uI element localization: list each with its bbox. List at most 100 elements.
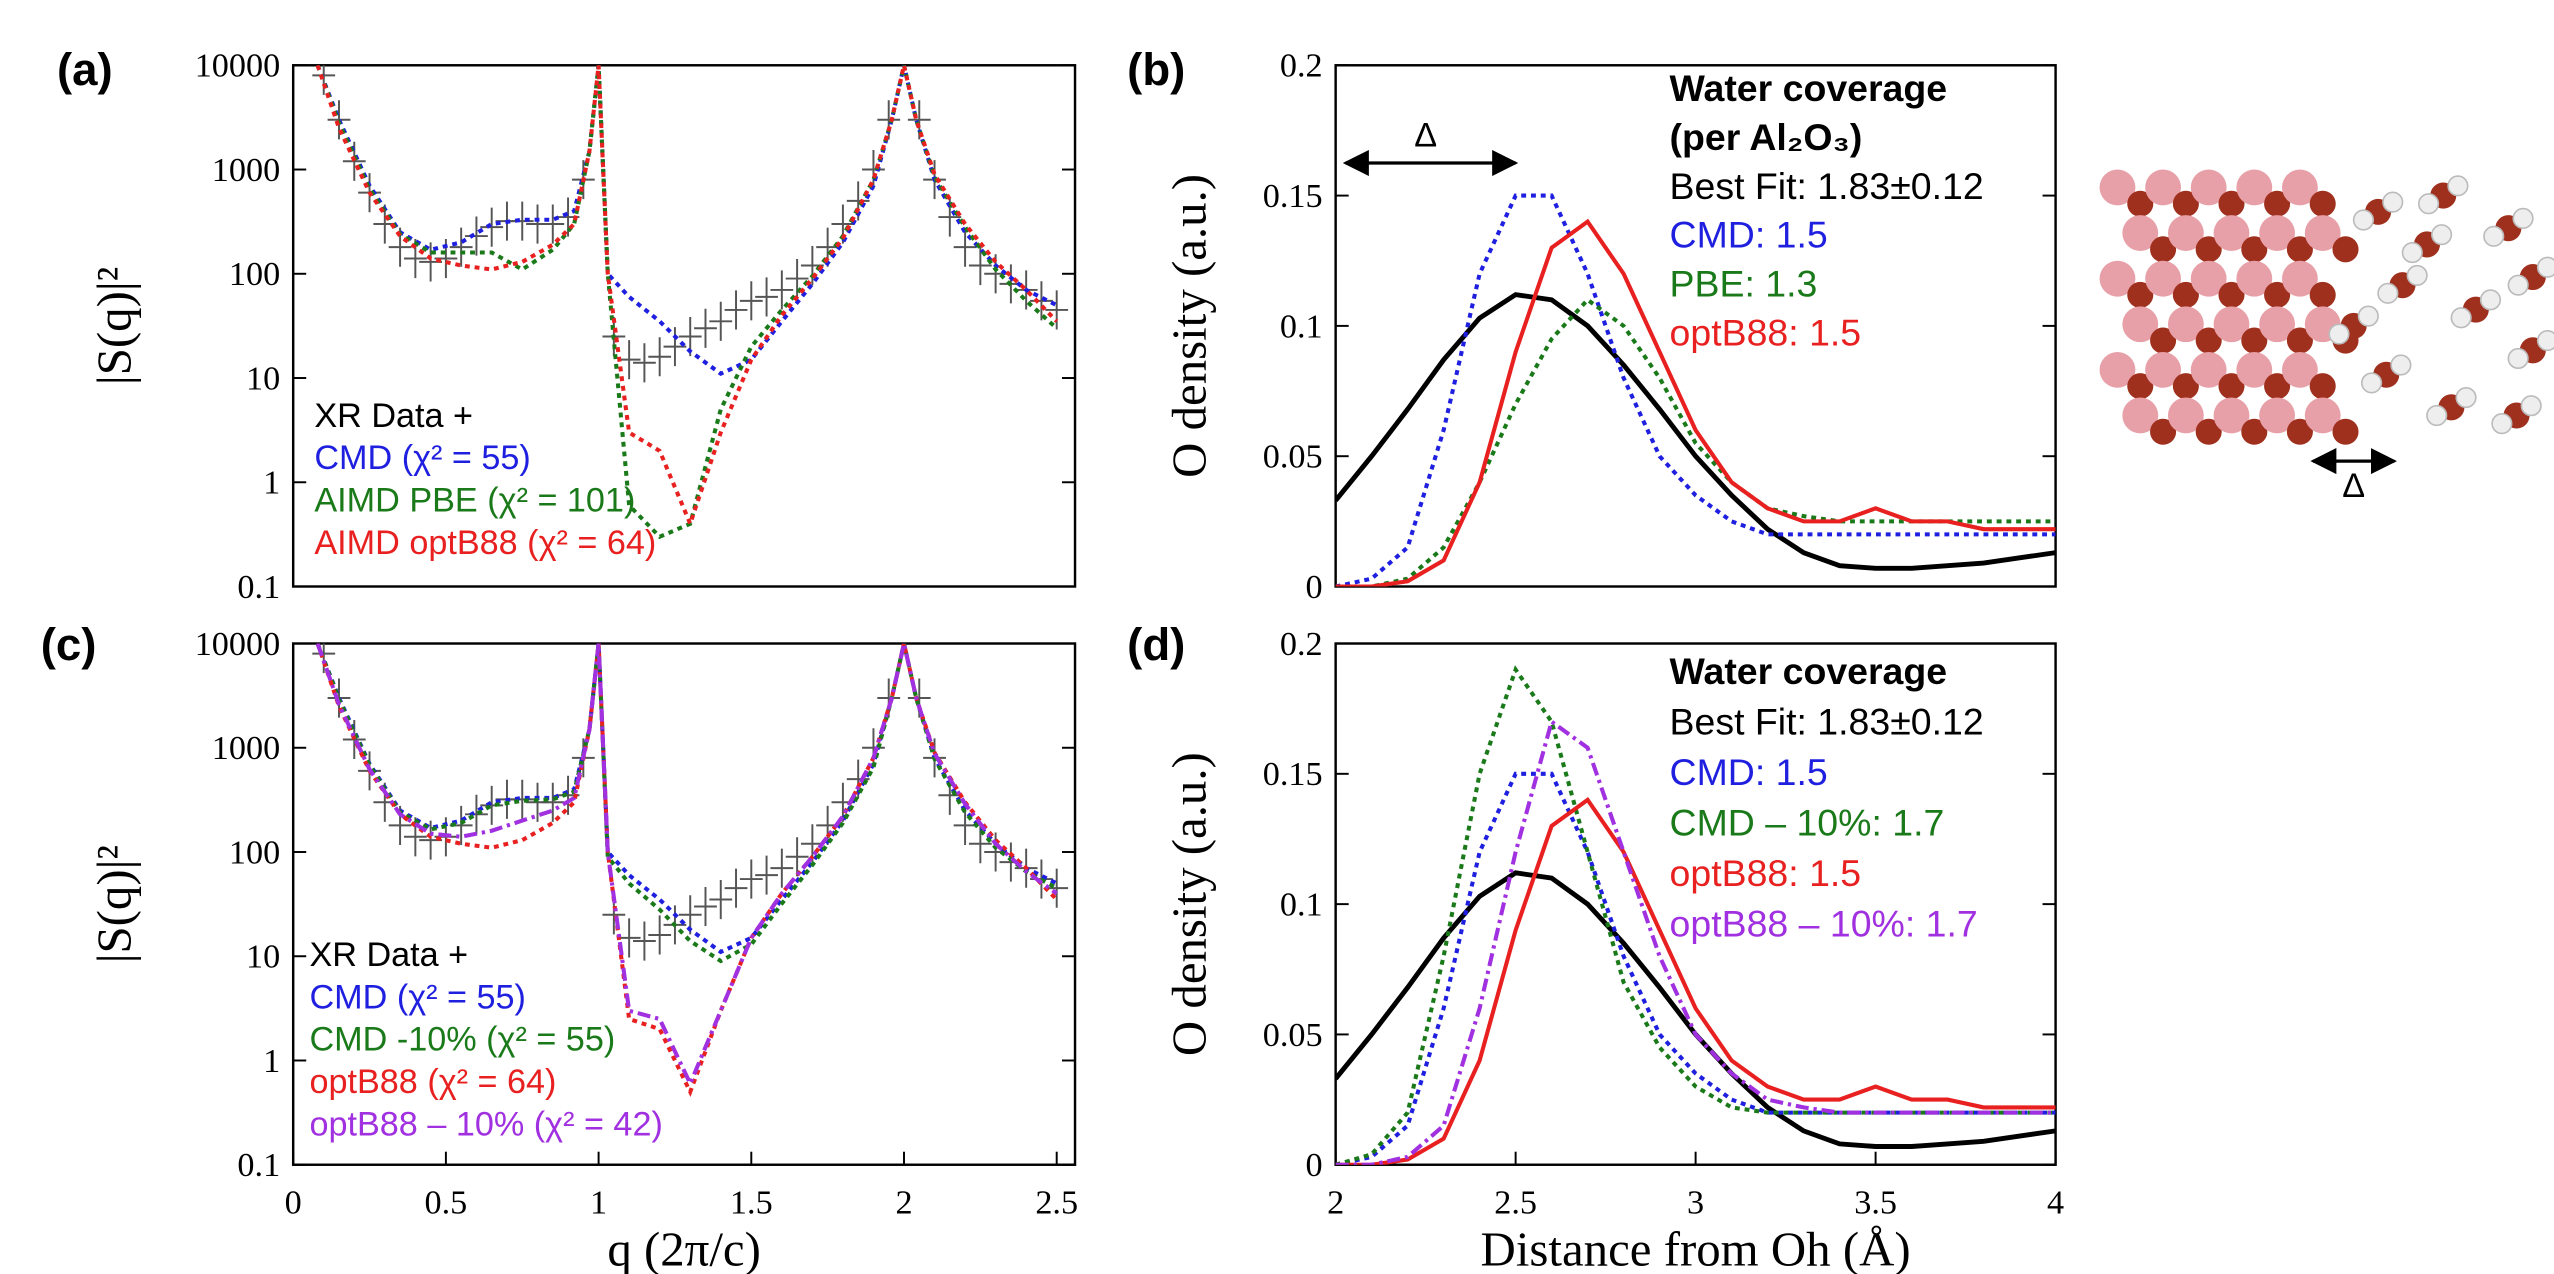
y-tick-label: 0 xyxy=(1306,569,1323,606)
h-atom xyxy=(2512,207,2534,229)
data-point xyxy=(541,782,565,822)
h-atom xyxy=(2357,305,2379,327)
legend-entry: optB88 (χ² = 64) xyxy=(309,1063,556,1101)
y-tick-label: 10000 xyxy=(195,626,280,663)
y-tick-label: 0.1 xyxy=(1280,887,1323,924)
x-tick-label: 1 xyxy=(590,1185,607,1222)
h-atom xyxy=(2536,329,2554,352)
legend-entry: CMD: 1.5 xyxy=(1670,214,1828,256)
legend-entry: AIMD optB88 (χ² = 64) xyxy=(314,524,656,562)
o-atom xyxy=(2218,190,2245,217)
legend-entry: optB88 – 10%: 1.7 xyxy=(1670,903,1978,945)
al-atom xyxy=(2281,351,2318,388)
h-atom xyxy=(2401,242,2423,264)
panel: (a) |S(q)|² 0.1 1 10 100 1000 10000 XR Data + CMD… xyxy=(57,44,1077,606)
y-tick-label: 1 xyxy=(263,465,280,502)
plot-frame xyxy=(291,642,1077,1166)
x-tick-label: 2.5 xyxy=(1035,1185,1078,1222)
legend-entry: CMD – 10%: 1.7 xyxy=(1670,802,1945,844)
al-atom xyxy=(2259,397,2296,434)
h-atom xyxy=(2536,256,2554,278)
y-tick-label: 100 xyxy=(229,256,280,293)
al-atom xyxy=(2145,169,2181,206)
data-point xyxy=(968,824,992,864)
data-point xyxy=(694,308,717,348)
y-tick-label: 0.1 xyxy=(1280,308,1323,345)
h-atom xyxy=(2507,274,2529,296)
y-tick-label: 1000 xyxy=(212,152,280,189)
al-atom xyxy=(2145,351,2181,388)
legend-entry: optB88: 1.5 xyxy=(1670,852,1862,894)
al-atom xyxy=(2122,306,2159,343)
o-atom xyxy=(2264,281,2291,308)
series-line xyxy=(1335,193,2056,587)
series-line xyxy=(315,643,1058,955)
o-atom xyxy=(2309,373,2336,400)
x-tick-label: 3.5 xyxy=(1854,1185,1897,1222)
h-atom xyxy=(2390,354,2412,376)
y-tick-label: 10 xyxy=(246,360,280,397)
h-atom xyxy=(2520,395,2542,417)
data-point xyxy=(755,277,778,317)
y-axis-label: |S(q)|² xyxy=(86,267,141,385)
h-atom xyxy=(2450,307,2472,329)
h-atom xyxy=(2431,224,2453,246)
legend-entry: optB88 – 10% (χ² = 42) xyxy=(309,1105,662,1143)
al-atom xyxy=(2167,397,2204,434)
x-axis-label: Distance from Oh (Å) xyxy=(1481,1222,1911,1274)
legend-entry: CMD (χ² = 55) xyxy=(309,978,525,1016)
y-tick-label: 0.1 xyxy=(237,1147,280,1184)
series-line xyxy=(1335,292,2056,571)
legend-title: Water coverage xyxy=(1670,650,1948,692)
legend-entry: Best Fit: 1.83±0.12 xyxy=(1670,165,1984,207)
al-atom xyxy=(2190,169,2227,206)
series-line xyxy=(315,65,1058,377)
image-annotation: Δ xyxy=(2342,467,2365,505)
al-atom xyxy=(2190,260,2227,297)
data-point xyxy=(633,921,656,961)
data-point xyxy=(968,245,992,286)
data-point xyxy=(465,794,488,834)
h-atom xyxy=(2360,372,2383,394)
al-atom xyxy=(2304,215,2341,251)
o-atom xyxy=(2286,418,2313,445)
o-atom xyxy=(2172,190,2199,217)
x-tick-label: 1.5 xyxy=(730,1185,773,1222)
y-tick-label: 0 xyxy=(1306,1147,1323,1184)
al-atom xyxy=(2213,306,2250,343)
o-atom xyxy=(2286,236,2313,263)
h-atom xyxy=(2377,282,2399,304)
data-point xyxy=(449,227,473,267)
x-tick-label: 2.5 xyxy=(1494,1185,1537,1222)
y-tick-label: 1 xyxy=(263,1043,280,1080)
x-tick-label: 2 xyxy=(1327,1185,1344,1222)
data-point xyxy=(1030,281,1053,321)
data-point xyxy=(709,879,733,920)
al-atom xyxy=(2145,260,2181,297)
data-point xyxy=(785,837,809,877)
legend-entry: PBE: 1.3 xyxy=(1670,263,1818,305)
x-tick-label: 2 xyxy=(895,1185,912,1222)
data-point xyxy=(633,343,656,383)
y-axis-label: |S(q)|² xyxy=(86,845,141,963)
panel-label: (d) xyxy=(1127,619,1185,670)
data-point xyxy=(510,201,534,241)
h-atom xyxy=(2426,404,2448,427)
o-atom xyxy=(2241,327,2268,354)
data-point xyxy=(709,301,733,341)
legend-title: Water coverage xyxy=(1670,67,1948,109)
y-tick-label: 0.05 xyxy=(1263,439,1323,476)
al-atom xyxy=(2281,260,2318,297)
h-atom xyxy=(2328,323,2350,345)
data-point xyxy=(785,258,809,299)
series-group xyxy=(1335,193,2056,587)
o-atom xyxy=(2172,373,2199,400)
h-atom xyxy=(2479,289,2502,311)
series-line xyxy=(1335,665,2056,1165)
legend-entry: XR Data + xyxy=(314,397,473,435)
legend-entry: AIMD PBE (χ² = 101) xyxy=(314,482,635,520)
y-tick-label: 0.15 xyxy=(1263,756,1323,793)
h-atom xyxy=(2406,264,2428,286)
legend-entry: optB88: 1.5 xyxy=(1670,311,1862,353)
legend-entry: XR Data + xyxy=(309,936,468,974)
